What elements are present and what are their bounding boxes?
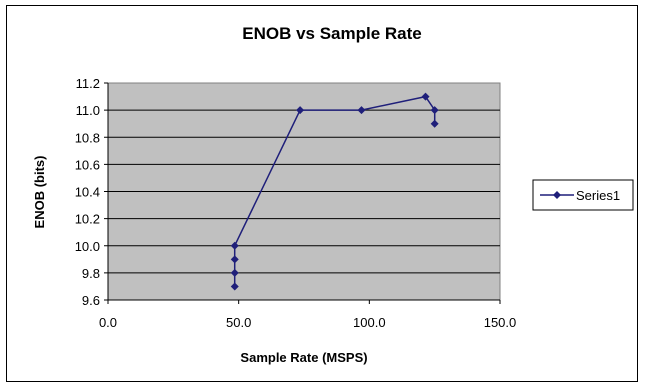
legend-series-label: Series1 [576, 188, 620, 203]
y-tick-label: 10.6 [75, 157, 100, 172]
chart-title: ENOB vs Sample Rate [242, 24, 422, 43]
y-tick-label: 9.6 [82, 293, 100, 308]
data-point [230, 268, 239, 277]
data-point [296, 106, 305, 115]
y-tick-label: 10.8 [75, 130, 100, 145]
data-point [430, 106, 439, 115]
y-tick-label: 11.2 [76, 76, 100, 91]
y-tick-label: 10.0 [75, 239, 100, 254]
y-axis-label: ENOB (bits) [32, 156, 47, 229]
series-layer [230, 92, 439, 291]
data-point [357, 106, 366, 115]
x-axis-label: Sample Rate (MSPS) [240, 350, 367, 365]
legend-series-marker [553, 191, 561, 199]
data-point [230, 255, 239, 264]
x-tick-label: 100.0 [353, 315, 386, 330]
x-tick-label: 50.0 [226, 315, 251, 330]
data-point [230, 282, 239, 291]
y-tick-label: 10.4 [75, 185, 100, 200]
y-tick-label: 11.0 [76, 103, 100, 118]
x-tick-label: 0.0 [99, 315, 117, 330]
data-point [230, 241, 239, 250]
chart-frame: ENOB vs Sample Rate 9.6 9.8 10.0 10.2 10.4 10… [6, 5, 638, 382]
data-point [430, 119, 439, 128]
x-tick-labels: 0.0 50.0 100.0 150.0 [99, 315, 516, 330]
data-point [421, 92, 430, 101]
x-tick-label: 150.0 [484, 315, 517, 330]
y-tick-labels: 9.6 9.8 10.0 10.2 10.4 10.6 10.8 11.0 11.2 [75, 76, 100, 308]
legend: Series1 [532, 179, 634, 211]
y-tick-label: 9.8 [82, 266, 100, 281]
enob-chart: ENOB vs Sample Rate 9.6 9.8 10.0 10.2 10.4 10… [32, 24, 634, 365]
y-tick-label: 10.2 [75, 212, 100, 227]
